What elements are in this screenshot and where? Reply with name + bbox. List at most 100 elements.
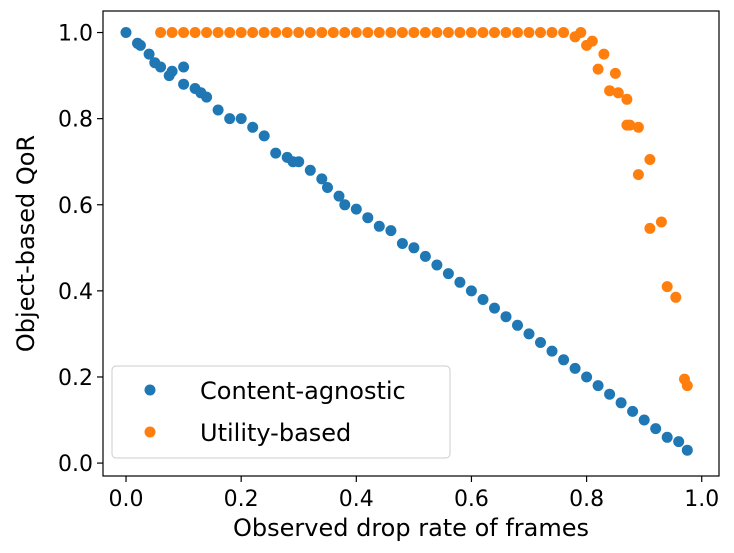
- point-content-agnostic: [500, 311, 512, 323]
- point-content-agnostic: [546, 345, 558, 357]
- x-tick-label: 1.0: [684, 487, 719, 512]
- point-utility-based: [419, 27, 431, 38]
- x-tick-label: 0.8: [569, 487, 604, 512]
- point-utility-based: [258, 27, 270, 38]
- point-content-agnostic: [178, 61, 190, 73]
- point-content-agnostic: [235, 113, 247, 125]
- point-utility-based: [477, 27, 489, 38]
- y-tick-label: 0.4: [58, 280, 93, 305]
- point-utility-based: [247, 27, 259, 38]
- y-tick-label: 0.0: [58, 452, 93, 477]
- point-content-agnostic: [212, 104, 224, 116]
- point-utility-based: [612, 87, 624, 99]
- point-utility-based: [670, 291, 682, 303]
- point-utility-based: [166, 27, 178, 38]
- point-content-agnostic: [166, 65, 178, 77]
- point-utility-based: [558, 27, 570, 38]
- y-tick-label: 0.8: [58, 108, 93, 133]
- point-utility-based: [362, 27, 374, 38]
- point-utility-based: [609, 67, 621, 79]
- point-content-agnostic: [419, 250, 431, 262]
- point-content-agnostic: [293, 156, 305, 168]
- x-tick-label: 0.0: [109, 487, 144, 512]
- point-utility-based: [327, 27, 339, 38]
- point-content-agnostic: [673, 436, 685, 448]
- point-utility-based: [431, 27, 443, 38]
- axis-ticks: 0.0 0.2 0.4 0.6 0.8 1.0 0.0 0.2 0.4 0.6 0.8 1.0: [58, 22, 719, 512]
- point-utility-based: [281, 27, 293, 38]
- x-tick-label: 0.6: [454, 487, 489, 512]
- point-utility-based: [339, 27, 351, 38]
- legend-marker-utility-based: [144, 426, 156, 438]
- point-content-agnostic: [333, 190, 345, 202]
- point-utility-based: [644, 222, 656, 234]
- point-utility-based: [212, 27, 224, 38]
- point-utility-based: [304, 27, 316, 38]
- legend-label-content-agnostic: Content-agnostic: [200, 377, 406, 405]
- point-content-agnostic: [304, 164, 316, 176]
- point-content-agnostic: [454, 276, 466, 288]
- point-content-agnostic: [134, 39, 146, 51]
- point-utility-based: [512, 27, 523, 38]
- point-content-agnostic: [681, 444, 693, 456]
- point-content-agnostic: [143, 48, 155, 60]
- point-utility-based: [396, 27, 408, 38]
- point-content-agnostic: [465, 285, 477, 297]
- point-content-agnostic: [661, 431, 673, 443]
- point-content-agnostic: [247, 121, 259, 133]
- point-utility-based: [385, 27, 397, 38]
- point-content-agnostic: [442, 268, 454, 280]
- point-utility-based: [624, 119, 636, 131]
- point-utility-based: [350, 27, 362, 38]
- point-content-agnostic: [155, 61, 167, 73]
- point-content-agnostic: [258, 130, 270, 142]
- legend-label-utility-based: Utility-based: [200, 419, 351, 447]
- point-utility-based: [224, 27, 236, 38]
- x-tick-label: 0.2: [224, 487, 259, 512]
- y-tick-label: 0.2: [58, 366, 93, 391]
- point-utility-based: [632, 121, 644, 133]
- point-utility-based: [586, 35, 598, 47]
- point-content-agnostic: [120, 27, 132, 38]
- point-content-agnostic: [339, 199, 351, 211]
- point-utility-based: [465, 27, 477, 38]
- point-content-agnostic: [270, 147, 282, 159]
- point-content-agnostic: [569, 362, 581, 374]
- point-utility-based: [500, 27, 512, 38]
- point-content-agnostic: [604, 388, 616, 400]
- point-content-agnostic: [535, 337, 546, 348]
- point-utility-based: [621, 93, 633, 105]
- point-content-agnostic: [638, 414, 650, 426]
- point-utility-based: [661, 281, 673, 293]
- point-content-agnostic: [477, 294, 489, 305]
- point-utility-based: [178, 27, 190, 38]
- point-utility-based: [598, 48, 610, 60]
- point-utility-based: [489, 27, 500, 38]
- point-utility-based: [442, 27, 454, 38]
- x-tick-label: 0.4: [339, 487, 374, 512]
- point-content-agnostic: [512, 319, 523, 331]
- point-utility-based: [270, 27, 282, 38]
- point-utility-based: [523, 27, 535, 38]
- point-content-agnostic: [201, 91, 213, 103]
- point-utility-based: [408, 27, 420, 38]
- x-axis-label: Observed drop rate of frames: [233, 514, 589, 542]
- point-utility-based: [644, 154, 656, 165]
- point-content-agnostic: [373, 220, 385, 232]
- legend-marker-content-agnostic: [144, 384, 156, 396]
- point-content-agnostic: [581, 371, 593, 383]
- point-content-agnostic: [385, 225, 397, 237]
- point-utility-based: [632, 169, 644, 181]
- legend: Content-agnostic Utility-based: [111, 365, 451, 459]
- point-utility-based: [546, 27, 558, 38]
- y-tick-label: 0.6: [58, 194, 93, 219]
- chart-marks: [120, 27, 693, 456]
- point-utility-based: [604, 85, 616, 97]
- point-content-agnostic: [627, 405, 639, 417]
- y-axis-label: Object-based QoR: [12, 135, 40, 352]
- point-utility-based: [454, 27, 466, 38]
- point-utility-based: [201, 27, 213, 38]
- legend-box: [111, 365, 451, 459]
- point-utility-based: [293, 27, 305, 38]
